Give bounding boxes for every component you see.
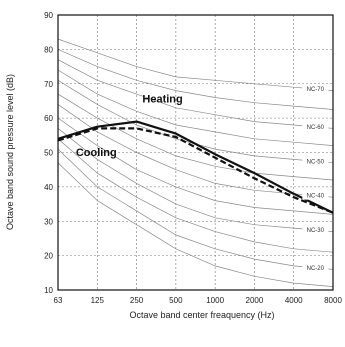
nc-label: NC-60 [307,125,325,131]
nc-label-background [302,122,329,131]
y-tick-label: 10 [44,286,53,295]
nc-curve [58,59,333,129]
nc-curve [58,148,333,270]
nc-curve [58,138,333,253]
x-tick-label: 8000 [324,296,342,305]
x-tick-label: 1000 [206,296,224,305]
series-label-heating: Heating [142,94,182,106]
x-tick-label: 500 [169,296,183,305]
nc-label: NC-20 [307,266,325,272]
y-tick-label: 40 [44,183,53,192]
y-axis-title: Octave band sound pressure level (dB) [5,74,15,230]
data-series [57,120,334,214]
y-tick-label: 30 [44,217,53,226]
series-line-heating [57,120,334,214]
nc-labels: NC-70 NC-60 NC-50 NC-40 NC-30 NC-20 [302,85,329,272]
x-tick-label: 125 [91,296,105,305]
nc-curve [58,162,333,287]
y-tick-label: 70 [44,80,53,89]
x-tick-label: 63 [54,296,63,305]
x-tick-label: 4000 [285,296,303,305]
y-tick-label: 20 [44,252,53,261]
x-tick-label: 250 [130,296,144,305]
series-label-cooling: Cooling [76,147,117,159]
x-axis-title: Octave band center freaquency (Hz) [129,310,274,320]
nc-label-background [302,191,329,200]
plot-frame [57,14,334,291]
nc-label-background [302,263,329,272]
nc-curve [58,69,333,146]
nc-label: NC-50 [307,159,325,165]
nc-curve [58,93,333,181]
nc-label: NC-40 [307,194,325,200]
nc-curve [58,128,333,232]
nc-curve [58,117,333,215]
nc-label: NC-30 [307,228,325,234]
nc-curve [58,38,333,91]
nc-label: NC-70 [307,87,325,93]
series-labels: Heating Cooling [76,94,183,159]
y-tick-label: 60 [44,114,53,123]
series-line-cooling [57,127,334,214]
tick-labels: 63 125 250 500 1000 2000 4000 8000 10 20 30 40 50 60 7… [44,11,342,305]
nc-curve [58,49,333,110]
nc-label-background [302,226,329,235]
y-tick-label: 80 [44,45,53,54]
y-tick-label: 90 [44,11,53,20]
nc-label-background [302,85,329,94]
y-tick-label: 50 [44,149,53,158]
nc-label-background [302,157,329,166]
x-tick-label: 2000 [246,296,264,305]
